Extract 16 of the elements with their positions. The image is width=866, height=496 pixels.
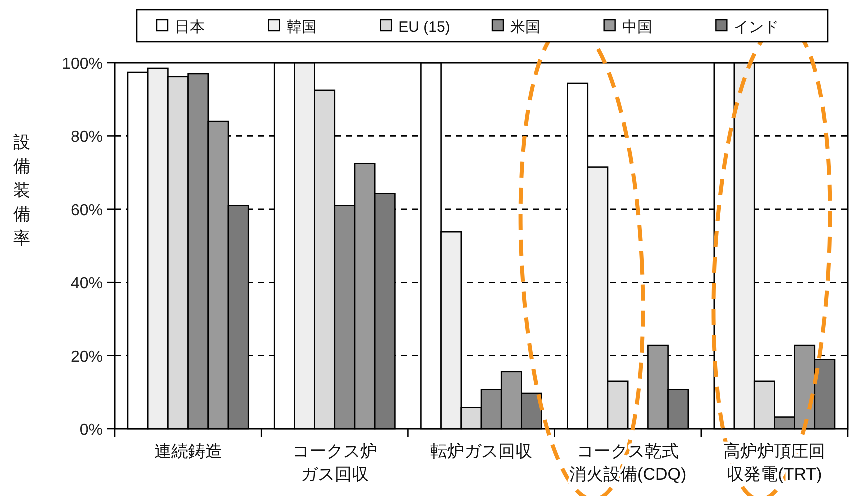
legend-label: 米国: [510, 19, 540, 36]
legend-label: 中国: [622, 19, 652, 36]
legend-label: 韓国: [286, 19, 317, 36]
y-tick-label: 0%: [80, 422, 103, 439]
y-axis-title: 設備装備率: [14, 133, 30, 248]
x-tick-label: コークス炉ガス回収: [292, 442, 378, 484]
y-tick-label: 20%: [70, 348, 103, 366]
y-tick-label: 40%: [70, 276, 103, 293]
legend-label: EU (15): [398, 19, 450, 36]
legend-label: インド: [734, 19, 780, 36]
x-tick-label: 転炉ガス回収: [430, 442, 532, 461]
legend-label: 日本: [175, 19, 205, 36]
y-tick-label: 80%: [70, 129, 103, 146]
y-tick-label: 60%: [70, 202, 103, 220]
x-tick-label: 連続鋳造: [154, 442, 222, 461]
y-tick-label: 100%: [62, 56, 103, 73]
